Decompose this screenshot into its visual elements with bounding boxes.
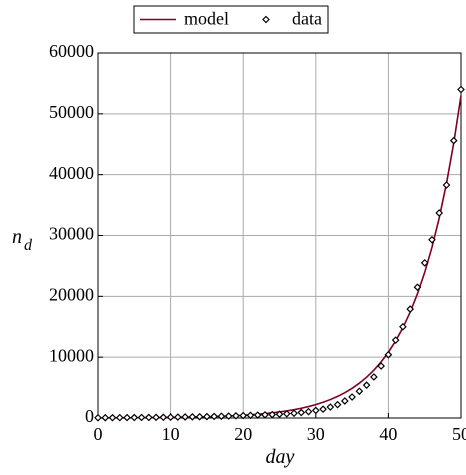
data-point bbox=[268, 410, 277, 419]
data-point bbox=[362, 381, 371, 389]
model-line bbox=[97, 95, 462, 419]
data-point bbox=[420, 259, 429, 267]
data-point bbox=[261, 410, 269, 419]
data-point bbox=[101, 413, 110, 422]
data-point bbox=[340, 397, 349, 405]
data-point bbox=[304, 407, 313, 416]
data-point bbox=[406, 305, 415, 313]
data-point bbox=[217, 412, 226, 421]
x-tick-label: 30 bbox=[307, 424, 325, 444]
x-tick-label: 20 bbox=[234, 424, 252, 444]
y-tick-label: 40000 bbox=[49, 163, 94, 183]
data-point bbox=[246, 411, 255, 420]
x-tick-label: 10 bbox=[162, 424, 180, 444]
data-point bbox=[166, 413, 175, 422]
data-point bbox=[370, 373, 378, 381]
x-tick-label: 50 bbox=[452, 424, 466, 444]
data-point bbox=[253, 411, 262, 419]
data-point bbox=[239, 411, 248, 420]
legend-label: model bbox=[184, 9, 229, 29]
data-point bbox=[224, 412, 233, 420]
data-point bbox=[457, 85, 465, 94]
y-tick-label: 0 bbox=[85, 406, 94, 426]
data-point bbox=[123, 413, 131, 422]
data-point bbox=[203, 412, 211, 421]
data-point bbox=[130, 413, 139, 422]
data-point bbox=[181, 413, 189, 421]
data-point bbox=[94, 413, 102, 422]
data-point bbox=[384, 350, 393, 359]
data-point bbox=[232, 411, 240, 420]
data-point bbox=[355, 387, 364, 396]
x-axis-label: day bbox=[266, 446, 295, 468]
y-tick-label: 30000 bbox=[49, 224, 94, 244]
data-point bbox=[188, 412, 197, 421]
data-point bbox=[290, 409, 298, 418]
data-point bbox=[108, 413, 117, 422]
x-tick-label: 40 bbox=[379, 424, 397, 444]
data-point bbox=[152, 413, 160, 422]
data-point bbox=[297, 408, 306, 417]
data-point bbox=[115, 413, 124, 422]
data-point bbox=[282, 409, 291, 418]
data-point bbox=[377, 362, 385, 370]
data-point bbox=[326, 403, 335, 411]
y-axis-label: n bbox=[12, 226, 22, 248]
data-point bbox=[311, 406, 320, 415]
data-point bbox=[399, 322, 407, 331]
data-point bbox=[442, 181, 451, 189]
x-tick-label: 0 bbox=[94, 424, 103, 444]
data-point bbox=[391, 336, 400, 344]
y-axis-label-subscript: d bbox=[24, 237, 33, 254]
y-tick-label: 10000 bbox=[49, 345, 94, 365]
data-point bbox=[319, 405, 327, 414]
data-point bbox=[435, 209, 444, 217]
data-point bbox=[159, 413, 168, 422]
data-point bbox=[137, 413, 146, 422]
y-tick-label: 60000 bbox=[49, 41, 94, 61]
data-point bbox=[210, 412, 219, 421]
y-tick-label: 20000 bbox=[49, 284, 94, 304]
data-point bbox=[174, 413, 182, 421]
legend-label: data bbox=[292, 9, 322, 29]
data-point bbox=[144, 413, 153, 422]
legend-marker bbox=[262, 15, 270, 24]
data-point bbox=[348, 393, 356, 401]
data-point bbox=[195, 412, 204, 421]
data-point bbox=[413, 283, 422, 292]
data-point bbox=[275, 410, 284, 419]
data-point bbox=[333, 400, 342, 409]
data-point bbox=[428, 235, 436, 244]
y-tick-label: 50000 bbox=[49, 102, 94, 122]
data-point bbox=[449, 136, 458, 145]
